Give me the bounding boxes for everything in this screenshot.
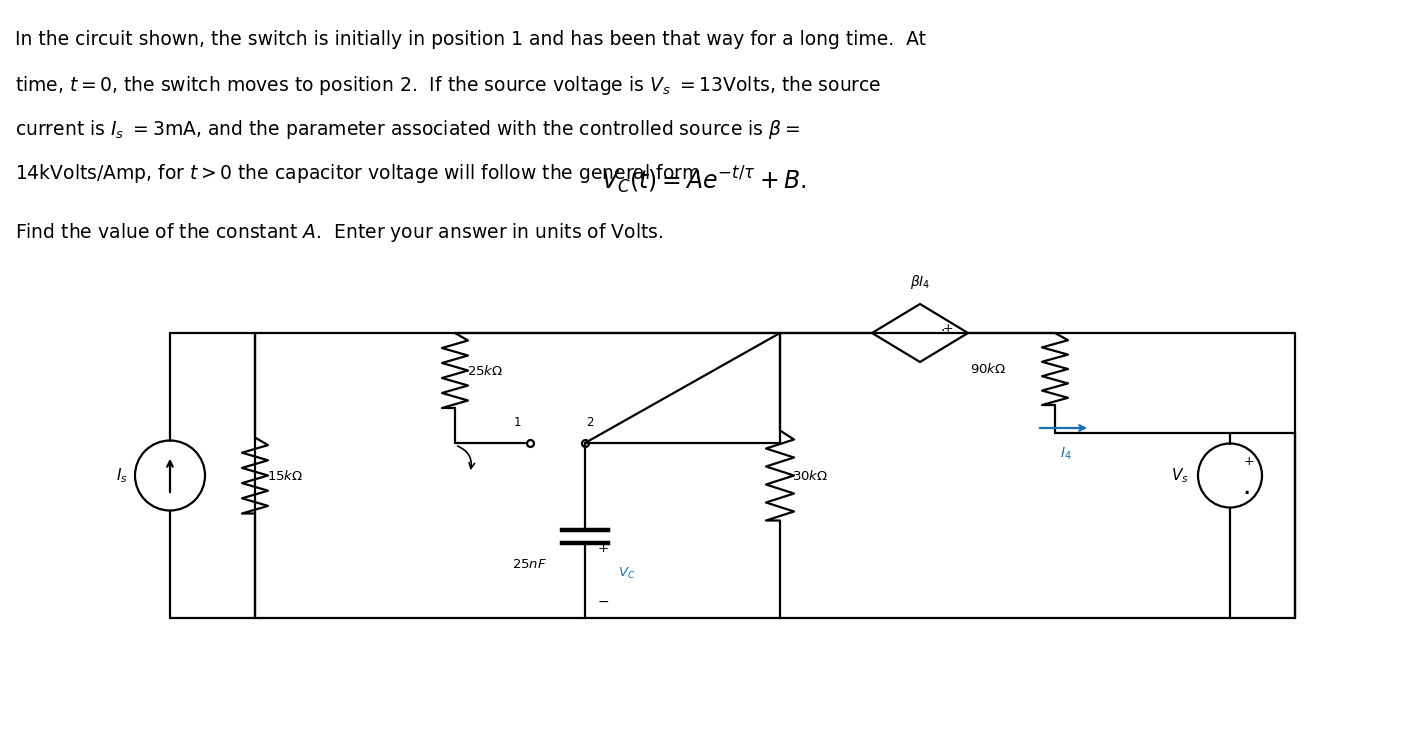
Text: 2: 2 [586,416,594,429]
Text: $15k\Omega$: $15k\Omega$ [268,469,303,483]
Text: $30k\Omega$: $30k\Omega$ [793,469,828,483]
Text: $+$: $+$ [1243,455,1255,468]
Text: $25k\Omega$: $25k\Omega$ [467,364,503,378]
Text: $+$: $+$ [942,322,953,334]
Text: $\beta I_4$: $\beta I_4$ [910,273,931,291]
Text: $V_C(t) = Ae^{-t/\tau} + B.$: $V_C(t) = Ae^{-t/\tau} + B.$ [601,165,807,196]
Text: $90k\Omega$: $90k\Omega$ [970,362,1007,376]
Text: Find the value of the constant $A$.  Enter your answer in units of Volts.: Find the value of the constant $A$. Ente… [15,221,663,244]
Text: $\boldsymbol{\cdot}$: $\boldsymbol{\cdot}$ [1243,481,1250,500]
Text: $V_s$: $V_s$ [1171,466,1188,485]
Text: $+$: $+$ [597,542,608,554]
Text: 1: 1 [514,416,521,429]
Text: $V_C$: $V_C$ [618,565,635,581]
Text: In the circuit shown, the switch is initially in position 1 and has been that wa: In the circuit shown, the switch is init… [15,30,926,49]
Text: $I_s$: $I_s$ [115,466,128,485]
Text: 14kVolts/Amp, for $t > 0$ the capacitor voltage will follow the general form: 14kVolts/Amp, for $t > 0$ the capacitor … [15,162,700,185]
Text: $25nF$: $25nF$ [513,557,548,570]
Text: $-$: $-$ [597,594,610,608]
Text: time, $t = 0$, the switch moves to position 2.  If the source voltage is $V_s\ =: time, $t = 0$, the switch moves to posit… [15,74,881,97]
Text: current is $I_s\ =3$mA, and the parameter associated with the controlled source : current is $I_s\ =3$mA, and the paramete… [15,118,800,141]
Text: $\cdot$: $\cdot$ [939,322,945,336]
Text: $I_4$: $I_4$ [1060,446,1071,463]
